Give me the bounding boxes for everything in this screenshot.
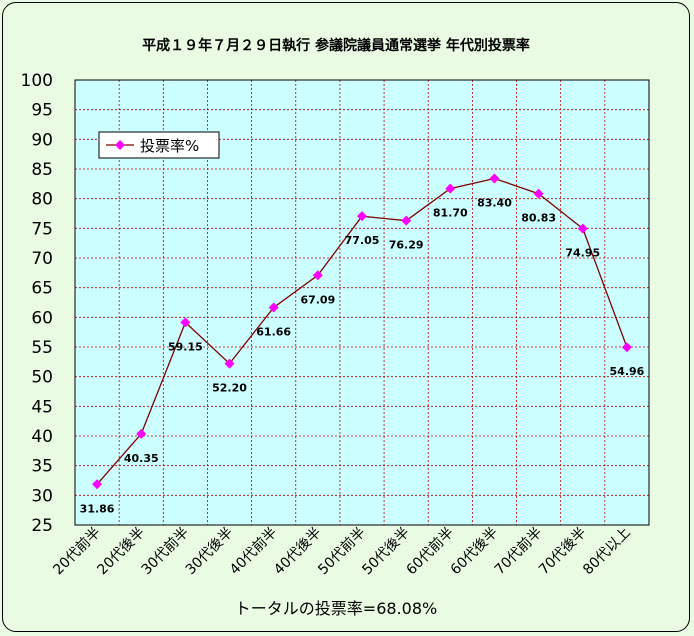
legend-marker [115, 140, 125, 150]
y-axis-ticks: 25 30 35 40 45 50 55 60 65 70 75 80 85 90 95 100 [21, 71, 53, 536]
series-markers [92, 173, 632, 490]
y-tick-label: 25 [31, 516, 53, 536]
x-tick-label: 40代前半 [226, 524, 280, 578]
x-tick-label: 30代前半 [138, 524, 192, 578]
plot-border [74, 79, 650, 526]
x-tick-label: 60代前半 [403, 524, 457, 578]
data-labels: 31.86 40.35 59.15 52.20 61.66 67.09 77.05 76.29… [80, 196, 645, 515]
x-tick-label: 70代後半 [536, 525, 590, 579]
y-tick-label: 35 [31, 457, 53, 477]
y-tick-label: 100 [21, 71, 53, 91]
y-tick-label: 40 [31, 427, 53, 447]
x-tick-label: 20代後半 [94, 525, 148, 579]
data-label: 80.83 [521, 212, 556, 225]
x-axis-ticks: 20代前半20代後半30代前半30代後半40代前半40代後半50代前半50代後半… [50, 524, 634, 578]
data-point [489, 173, 500, 184]
data-label: 61.66 [256, 325, 291, 338]
y-tick-label: 30 [31, 486, 53, 506]
data-label: 52.20 [212, 382, 247, 395]
legend-label: 投票率% [140, 137, 199, 155]
y-tick-label: 90 [31, 130, 53, 150]
data-point [92, 479, 103, 490]
data-point [621, 342, 632, 353]
y-tick-label: 85 [31, 160, 53, 180]
data-point [180, 317, 191, 328]
data-label: 54.96 [610, 365, 645, 378]
data-label: 83.40 [477, 196, 512, 209]
x-tick-label: 60代後半 [448, 525, 502, 579]
data-point [312, 270, 323, 281]
y-tick-label: 65 [31, 279, 53, 299]
data-point [533, 188, 544, 199]
x-tick-label: 50代前半 [315, 524, 369, 578]
data-point [445, 183, 456, 194]
x-tick-label: 40代後半 [271, 525, 325, 579]
x-tick-label: 20代前半 [50, 524, 104, 578]
data-point [224, 358, 235, 369]
y-tick-label: 75 [31, 219, 53, 239]
data-label: 40.35 [124, 452, 159, 465]
y-tick-label: 55 [31, 338, 53, 358]
x-axis-label: トータルの投票率=68.08% [235, 599, 437, 618]
data-label: 77.05 [345, 234, 380, 247]
y-tick-label: 50 [31, 368, 53, 388]
data-label: 81.70 [433, 207, 468, 220]
y-tick-label: 45 [31, 397, 53, 417]
data-point [577, 223, 588, 234]
data-label: 76.29 [389, 239, 424, 252]
y-tick-label: 80 [31, 190, 53, 210]
y-tick-label: 70 [31, 249, 53, 269]
y-tick-label: 95 [31, 101, 53, 121]
x-tick-label: 80代以上 [580, 525, 634, 579]
chart-title: 平成１９年７月２９日執行 参議院議員通常選挙 年代別投票率 [142, 37, 530, 54]
data-label: 31.86 [80, 502, 115, 515]
x-tick-label: 70代前半 [491, 524, 545, 578]
data-label: 74.95 [565, 247, 600, 260]
y-tick-label: 60 [31, 308, 53, 328]
data-point [268, 302, 279, 313]
data-point [357, 211, 367, 222]
data-label: 59.15 [168, 340, 203, 353]
legend: 投票率% [98, 131, 220, 159]
data-point [401, 215, 412, 226]
x-tick-label: 50代後半 [359, 525, 413, 579]
data-point [136, 428, 147, 439]
x-tick-label: 30代後半 [183, 525, 237, 579]
data-label: 67.09 [300, 293, 335, 306]
